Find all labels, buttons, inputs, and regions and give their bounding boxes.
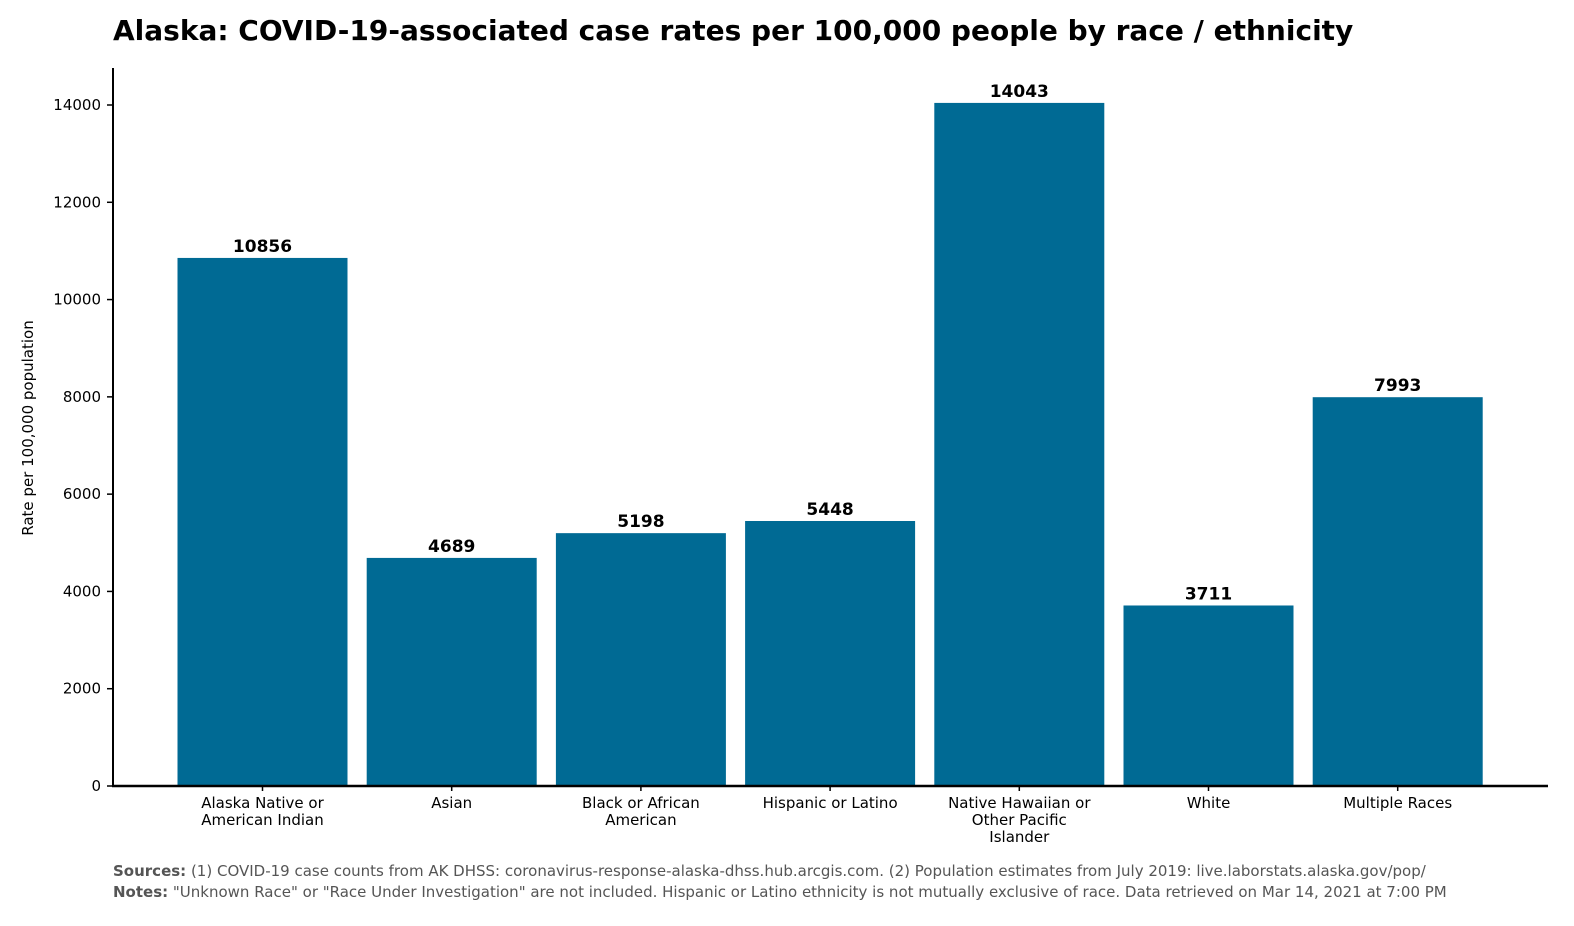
y-tick-label: 4000 — [63, 582, 101, 600]
x-category-label-line: Multiple Races — [1343, 794, 1452, 812]
x-category-label-line: White — [1187, 794, 1231, 812]
y-axis-label: Rate per 100,000 population — [19, 320, 37, 535]
sources-text: (1) COVID-19 case counts from AK DHSS: c… — [186, 862, 1426, 880]
y-tick-label: 0 — [91, 777, 101, 795]
x-category-label-line: Alaska Native or — [201, 794, 324, 812]
x-category-label-line: American — [605, 811, 676, 829]
chart-title: Alaska: COVID-19-associated case rates p… — [113, 14, 1354, 47]
x-category-label: Asian — [431, 794, 472, 812]
x-category-label-line: Asian — [431, 794, 472, 812]
x-category-label: White — [1187, 794, 1231, 812]
x-category-label-line: Other Pacific — [972, 811, 1067, 829]
x-category-label: Native Hawaiian or Other Pacific Islander — [948, 794, 1091, 846]
y-tick-label: 10000 — [53, 291, 101, 309]
bar-value-label: 5198 — [617, 512, 664, 532]
y-tick-label: 8000 — [63, 388, 101, 406]
bar — [555, 533, 726, 786]
notes-line: Notes: "Unknown Race" or "Race Under Inv… — [113, 882, 1447, 903]
x-category-label: Hispanic or Latino — [763, 794, 898, 812]
bar-value-label: 5448 — [806, 500, 853, 520]
sources-line: Sources: (1) COVID-19 case counts from A… — [113, 861, 1447, 882]
y-tick-label: 2000 — [63, 680, 101, 698]
bars-group — [177, 102, 1483, 787]
y-axis-ticks: 0 2000 4000 6000 8000 10000 12000 14000 — [53, 96, 113, 795]
notes-text: "Unknown Race" or "Race Under Investigat… — [168, 883, 1447, 901]
y-tick-label: 12000 — [53, 193, 101, 211]
x-category-label-line: Native Hawaiian or — [948, 794, 1091, 812]
x-category-label-line: American Indian — [201, 811, 323, 829]
bar-value-label: 4689 — [428, 537, 475, 557]
x-category-label: Black or African American — [582, 794, 700, 829]
bar-value-label: 10856 — [233, 237, 292, 257]
data-labels-group: 10856 4689 5198 5448 14043 3711 7993 — [233, 82, 1421, 605]
bar — [1312, 397, 1483, 786]
bar — [934, 102, 1105, 787]
x-category-label-line: Black or African — [582, 794, 700, 812]
x-category-label-line: Hispanic or Latino — [763, 794, 898, 812]
bar — [1123, 605, 1294, 786]
bar-value-label: 14043 — [990, 82, 1049, 102]
x-category-label: Alaska Native or American Indian — [201, 794, 324, 829]
x-axis-category-labels: Alaska Native or American Indian Asian Blac… — [201, 786, 1452, 846]
bar-value-label: 7993 — [1374, 376, 1421, 396]
y-tick-label: 6000 — [63, 485, 101, 503]
x-category-label-line: Islander — [989, 828, 1050, 846]
footnotes: Sources: (1) COVID-19 case counts from A… — [113, 861, 1447, 903]
notes-label: Notes: — [113, 883, 169, 901]
x-category-label: Multiple Races — [1343, 794, 1452, 812]
bar — [366, 557, 537, 786]
bar-value-label: 3711 — [1185, 584, 1232, 604]
bar — [177, 257, 348, 787]
sources-label: Sources: — [113, 862, 187, 880]
bar — [745, 520, 916, 786]
y-tick-label: 14000 — [53, 96, 101, 114]
